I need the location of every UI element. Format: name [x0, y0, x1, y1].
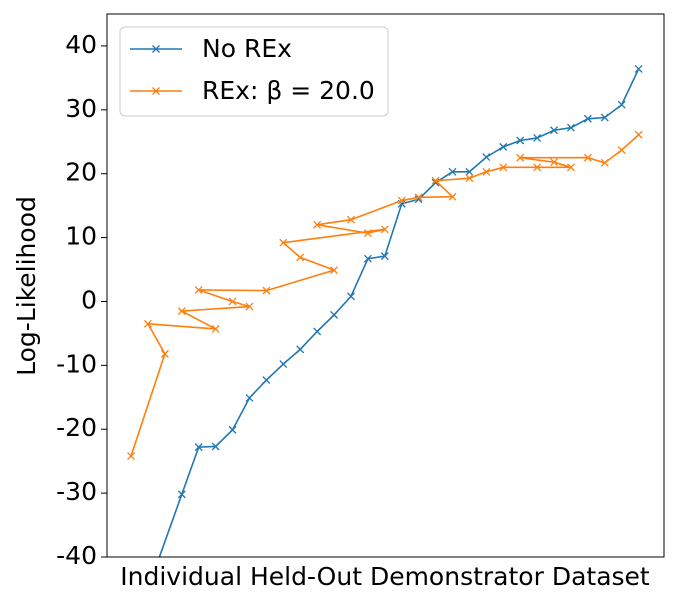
- legend-label: REx: β = 20.0: [202, 76, 375, 105]
- marker: [228, 425, 237, 434]
- marker: [347, 292, 355, 301]
- marker: [617, 100, 626, 109]
- marker: [516, 153, 525, 162]
- legend-label: No REx: [202, 34, 292, 63]
- series: [127, 130, 643, 461]
- marker: [313, 327, 322, 336]
- line: [130, 134, 640, 457]
- y-tick-label: 10: [65, 222, 97, 251]
- marker: [330, 310, 339, 319]
- marker: [583, 114, 592, 123]
- marker: [550, 126, 558, 135]
- marker: [313, 220, 322, 229]
- marker: [550, 158, 558, 167]
- marker: [211, 324, 220, 333]
- marker: [279, 360, 288, 369]
- y-tick-label: -10: [56, 349, 97, 378]
- marker: [380, 225, 389, 234]
- marker: [482, 167, 491, 176]
- marker: [516, 136, 525, 145]
- marker: [228, 297, 237, 306]
- marker: [583, 153, 592, 162]
- marker: [600, 113, 609, 122]
- plot-frame: [106, 13, 665, 558]
- marker: [296, 345, 305, 354]
- marker: [363, 254, 372, 263]
- legend-marker: [152, 87, 160, 95]
- y-tick-label: 20: [65, 158, 97, 187]
- marker: [177, 307, 186, 316]
- marker: [279, 238, 288, 247]
- marker: [363, 229, 372, 238]
- y-tick-label: -30: [56, 477, 97, 506]
- marker: [296, 253, 305, 262]
- y-tick-label: -40: [56, 541, 97, 570]
- marker: [414, 193, 423, 202]
- y-tick-label: 40: [65, 30, 97, 59]
- marker: [143, 319, 152, 328]
- marker: [347, 215, 355, 224]
- series: [158, 64, 643, 557]
- legend-box: [119, 26, 389, 117]
- x-axis-label: Individual Held-Out Demonstrator Dataset: [120, 562, 650, 591]
- marker: [533, 163, 542, 172]
- y-tick-label: 30: [65, 94, 97, 123]
- legend-marker: [152, 45, 160, 53]
- marker: [262, 286, 271, 295]
- marker: [600, 158, 609, 167]
- marker: [262, 376, 271, 385]
- marker: [380, 252, 389, 261]
- y-axis-label: Log-Likelihood: [12, 196, 41, 376]
- marker: [499, 163, 508, 172]
- marker: [617, 146, 626, 155]
- marker: [127, 452, 135, 461]
- marker: [465, 174, 474, 183]
- marker: [566, 163, 575, 172]
- marker: [499, 142, 508, 151]
- y-tick-label: -20: [56, 413, 97, 442]
- marker: [330, 266, 339, 275]
- y-tick-label: 0: [81, 285, 97, 314]
- marker: [245, 302, 254, 311]
- marker: [160, 349, 169, 358]
- marker: [482, 153, 491, 162]
- marker: [465, 167, 474, 176]
- marker: [566, 123, 575, 132]
- line: [158, 68, 640, 557]
- marker: [245, 393, 254, 402]
- marker: [533, 133, 542, 142]
- marker: [194, 286, 203, 294]
- marker: [397, 196, 406, 205]
- marker: [211, 442, 220, 451]
- marker: [194, 443, 203, 452]
- marker: [634, 130, 643, 139]
- marker: [448, 167, 457, 176]
- marker: [634, 64, 643, 73]
- marker: [431, 176, 440, 185]
- marker: [177, 490, 186, 499]
- marker: [448, 192, 457, 201]
